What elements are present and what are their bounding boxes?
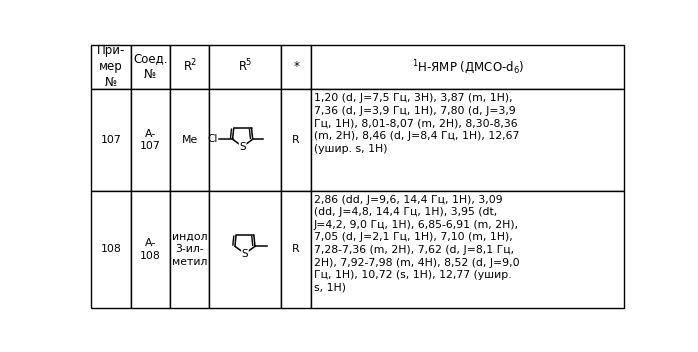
Bar bbox=[131, 89, 170, 191]
Text: А-
107: А- 107 bbox=[140, 129, 161, 151]
Bar bbox=[170, 89, 209, 191]
Text: *: * bbox=[293, 61, 299, 73]
Text: S: S bbox=[242, 249, 248, 259]
Bar bbox=[170, 191, 209, 308]
Text: 5: 5 bbox=[246, 58, 251, 67]
Text: 1,20 (d, J=7,5 Гц, 3H), 3,87 (m, 1H),
7,36 (d, J=3,9 Гц, 1H), 7,80 (d, J=3,9
Гц,: 1,20 (d, J=7,5 Гц, 3H), 3,87 (m, 1H), 7,… bbox=[313, 93, 519, 154]
Bar bbox=[170, 45, 209, 89]
Text: А-
108: А- 108 bbox=[140, 238, 161, 260]
Text: При-
мер
№: При- мер № bbox=[96, 44, 125, 89]
Bar bbox=[311, 45, 624, 89]
Text: R: R bbox=[292, 244, 300, 254]
Text: Cl: Cl bbox=[207, 134, 218, 144]
Text: 2,86 (dd, J=9,6, 14,4 Гц, 1H), 3,09
(dd, J=4,8, 14,4 Гц, 1H), 3,95 (dt,
J=4,2, 9: 2,86 (dd, J=9,6, 14,4 Гц, 1H), 3,09 (dd,… bbox=[313, 195, 519, 293]
Bar bbox=[311, 89, 624, 191]
Bar bbox=[281, 45, 311, 89]
Bar bbox=[209, 45, 281, 89]
Text: Me: Me bbox=[181, 135, 198, 145]
Bar bbox=[281, 191, 311, 308]
Text: R: R bbox=[239, 61, 248, 73]
Bar bbox=[131, 45, 170, 89]
Text: индол
3-ил-
метил: индол 3-ил- метил bbox=[172, 232, 207, 267]
Text: 2: 2 bbox=[190, 58, 195, 67]
Text: $^{1}$H-ЯМР (ДМСО-d$_{6}$): $^{1}$H-ЯМР (ДМСО-d$_{6}$) bbox=[412, 58, 524, 76]
Text: R: R bbox=[184, 61, 192, 73]
Text: 108: 108 bbox=[101, 244, 121, 254]
Bar bbox=[209, 191, 281, 308]
Bar bbox=[311, 191, 624, 308]
Bar bbox=[131, 191, 170, 308]
Text: S: S bbox=[239, 142, 246, 152]
Text: 107: 107 bbox=[101, 135, 121, 145]
Text: Соед.
№: Соед. № bbox=[133, 52, 168, 81]
Text: R: R bbox=[292, 135, 300, 145]
Bar bbox=[91, 191, 131, 308]
Bar bbox=[281, 89, 311, 191]
Bar bbox=[91, 45, 131, 89]
Bar bbox=[91, 89, 131, 191]
Bar bbox=[209, 89, 281, 191]
